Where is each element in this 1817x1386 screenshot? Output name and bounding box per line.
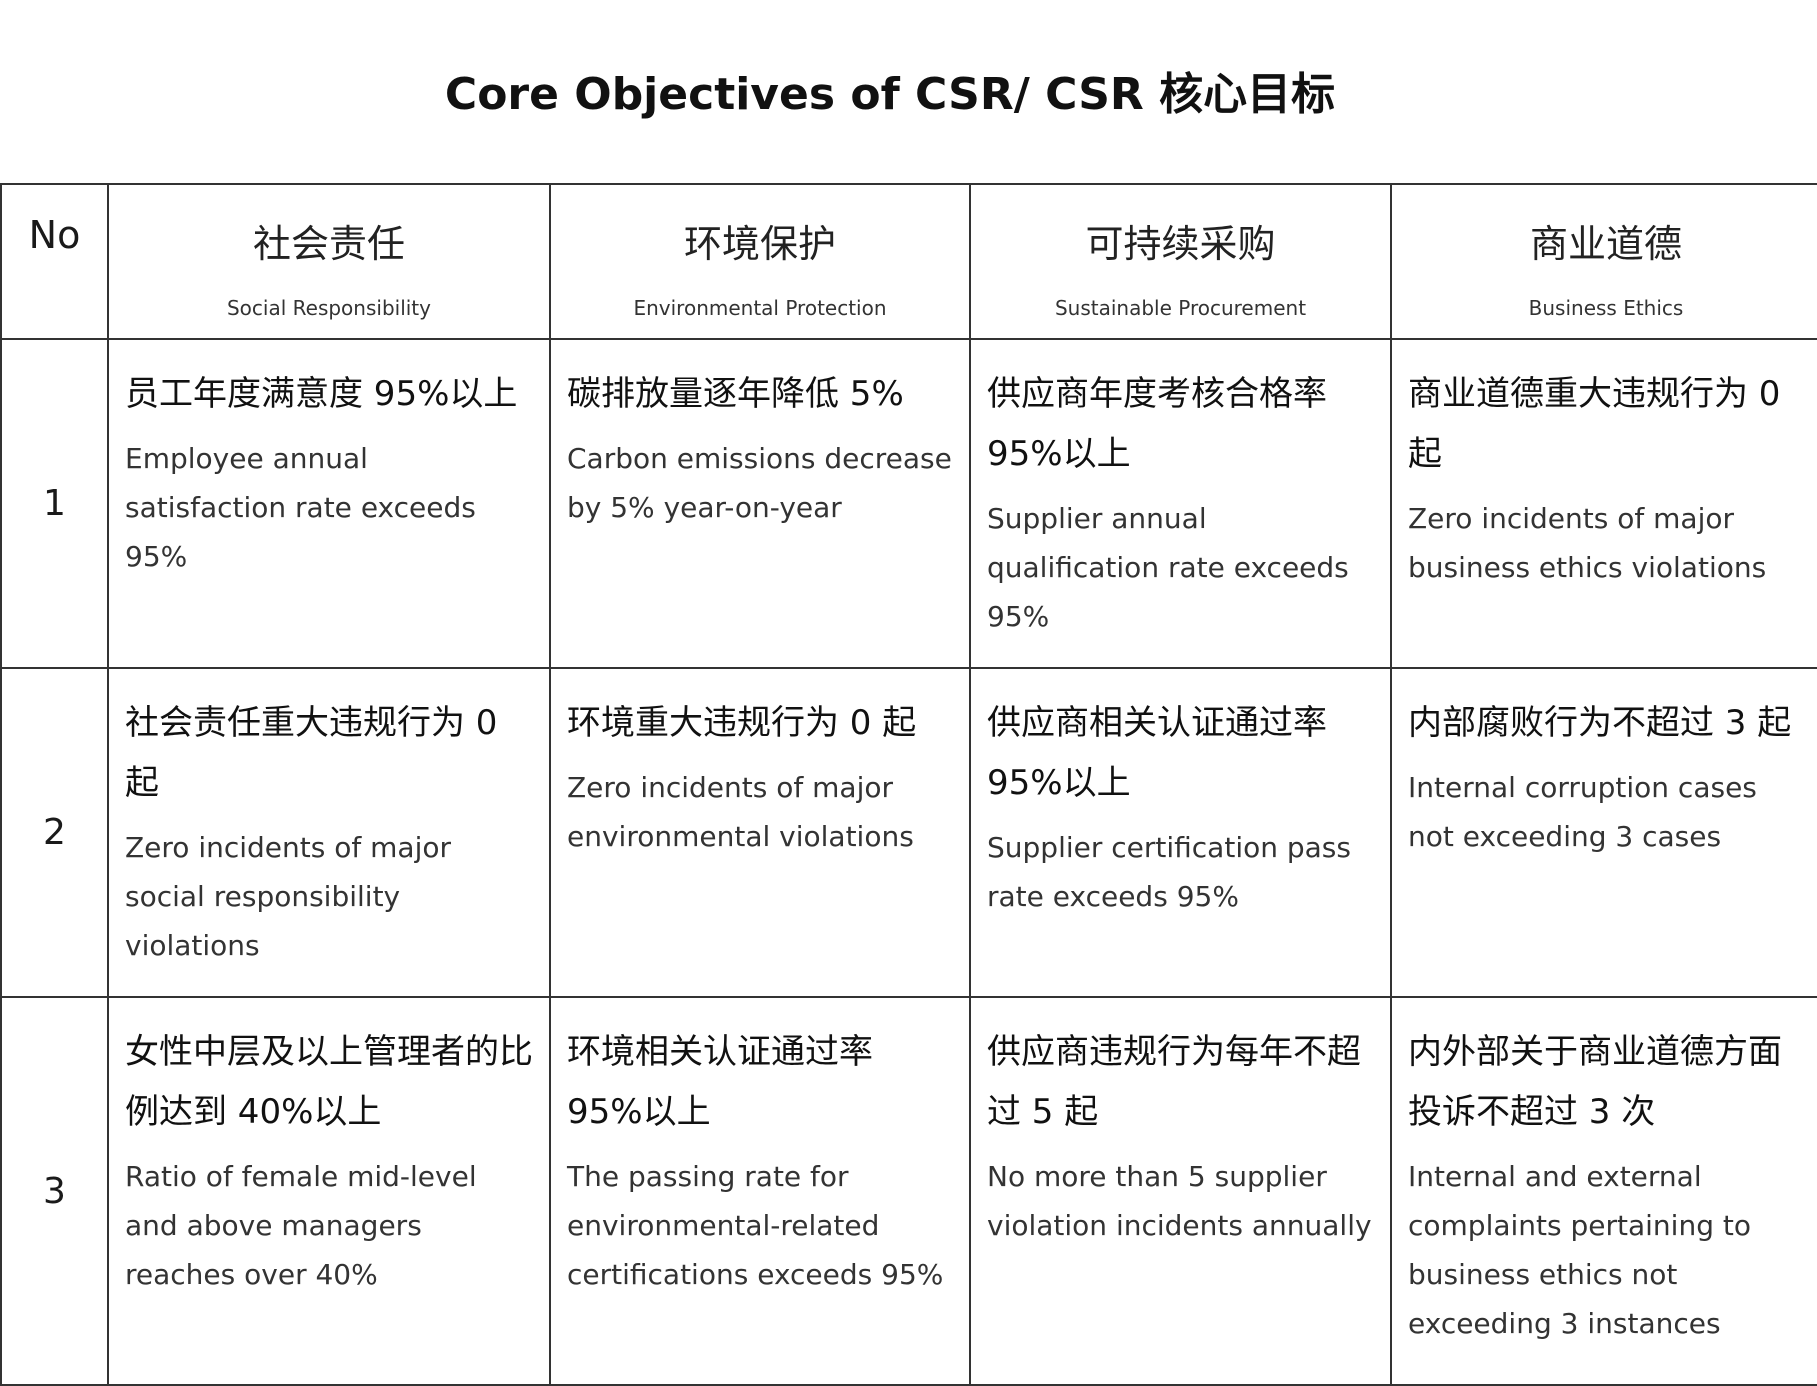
- row-number: 3: [0, 996, 109, 1386]
- table-row: 3 女性中层及以上管理者的比例达到 40%以上 Ratio of female m…: [0, 996, 1817, 1386]
- cell-en: Zero incidents of major business ethics …: [1408, 502, 1767, 584]
- cell-en: Supplier certification pass rate exceeds…: [987, 831, 1351, 913]
- cell-zh: 环境相关认证通过率 95%以上: [567, 1032, 873, 1132]
- cell-zh: 供应商违规行为每年不超过 5 起: [987, 1032, 1361, 1132]
- header-no-label: No: [28, 213, 81, 257]
- csr-objectives-table: No 社会责任 Social Responsibility 环境保护 Environ…: [0, 183, 1817, 1386]
- page-title: Core Objectives of CSR/ CSR 核心目标: [444, 69, 1336, 120]
- cell-zh: 员工年度满意度 95%以上: [125, 374, 518, 414]
- header-environment: 环境保护 Environmental Protection: [549, 183, 971, 340]
- table-cell: 环境相关认证通过率 95%以上 The passing rate for envi…: [549, 996, 971, 1386]
- table-cell: 女性中层及以上管理者的比例达到 40%以上 Ratio of female mid…: [107, 996, 551, 1386]
- table-cell: 碳排放量逐年降低 5% Carbon emissions decrease by …: [549, 338, 971, 669]
- table-cell: 供应商违规行为每年不超过 5 起 No more than 5 supplier …: [969, 996, 1392, 1386]
- cell-zh: 社会责任重大违规行为 0 起: [125, 703, 498, 803]
- header-zh: 可持续采购: [1085, 222, 1276, 266]
- header-zh: 商业道德: [1529, 222, 1682, 266]
- header-procurement: 可持续采购 Sustainable Procurement: [969, 183, 1392, 340]
- header-social: 社会责任 Social Responsibility: [107, 183, 551, 340]
- cell-zh: 环境重大违规行为 0 起: [567, 703, 917, 743]
- table-cell: 商业道德重大违规行为 0 起 Zero incidents of major bu…: [1390, 338, 1817, 669]
- cell-en: The passing rate for environmental-relat…: [567, 1160, 944, 1291]
- cell-en: Internal and external complaints pertain…: [1408, 1160, 1751, 1340]
- table-cell: 环境重大违规行为 0 起 Zero incidents of major envi…: [549, 667, 971, 998]
- cell-en: Zero incidents of major social responsib…: [125, 831, 451, 962]
- table-cell: 内部腐败行为不超过 3 起 Internal corruption cases n…: [1390, 667, 1817, 998]
- cell-en: Ratio of female mid-level and above mana…: [125, 1160, 477, 1291]
- header-en: Environmental Protection: [633, 296, 887, 320]
- cell-en: Carbon emissions decrease by 5% year-on-…: [567, 442, 952, 524]
- table-cell: 员工年度满意度 95%以上 Employee annual satisfactio…: [107, 338, 551, 669]
- table-cell: 社会责任重大违规行为 0 起 Zero incidents of major so…: [107, 667, 551, 998]
- header-en: Social Responsibility: [226, 296, 431, 320]
- row-number: 2: [0, 667, 109, 998]
- table-cell: 供应商相关认证通过率 95%以上 Supplier certification p…: [969, 667, 1392, 998]
- header-en: Business Ethics: [1528, 296, 1684, 320]
- table-row: 1 员工年度满意度 95%以上 Employee annual satisfact…: [0, 338, 1817, 669]
- cell-zh: 供应商年度考核合格率 95%以上: [987, 374, 1327, 474]
- cell-en: Supplier annual qualification rate excee…: [987, 502, 1349, 633]
- header-en: Sustainable Procurement: [1054, 296, 1307, 320]
- table-cell: 内外部关于商业道德方面投诉不超过 3 次 Internal and externa…: [1390, 996, 1817, 1386]
- cell-en: Employee annual satisfaction rate exceed…: [125, 442, 476, 573]
- header-zh: 社会责任: [252, 222, 405, 266]
- table-cell: 供应商年度考核合格率 95%以上 Supplier annual qualific…: [969, 338, 1392, 669]
- cell-en: Zero incidents of major environmental vi…: [567, 771, 914, 853]
- cell-zh: 内部腐败行为不超过 3 起: [1408, 703, 1792, 743]
- row-number: 1: [0, 338, 109, 669]
- table-row: 2 社会责任重大违规行为 0 起 Zero incidents of major …: [0, 667, 1817, 998]
- cell-zh: 内外部关于商业道德方面投诉不超过 3 次: [1408, 1032, 1782, 1132]
- cell-en: Internal corruption cases not exceeding …: [1408, 771, 1757, 853]
- cell-zh: 供应商相关认证通过率 95%以上: [987, 703, 1327, 803]
- header-row: No 社会责任 Social Responsibility 环境保护 Environ…: [0, 183, 1817, 340]
- cell-zh: 女性中层及以上管理者的比例达到 40%以上: [125, 1032, 533, 1132]
- header-zh: 环境保护: [683, 222, 836, 266]
- header-no: No: [0, 183, 109, 340]
- header-ethics: 商业道德 Business Ethics: [1390, 183, 1817, 340]
- cell-zh: 碳排放量逐年降低 5%: [567, 374, 904, 414]
- cell-en: No more than 5 supplier violation incide…: [987, 1160, 1372, 1242]
- cell-zh: 商业道德重大违规行为 0 起: [1408, 374, 1781, 474]
